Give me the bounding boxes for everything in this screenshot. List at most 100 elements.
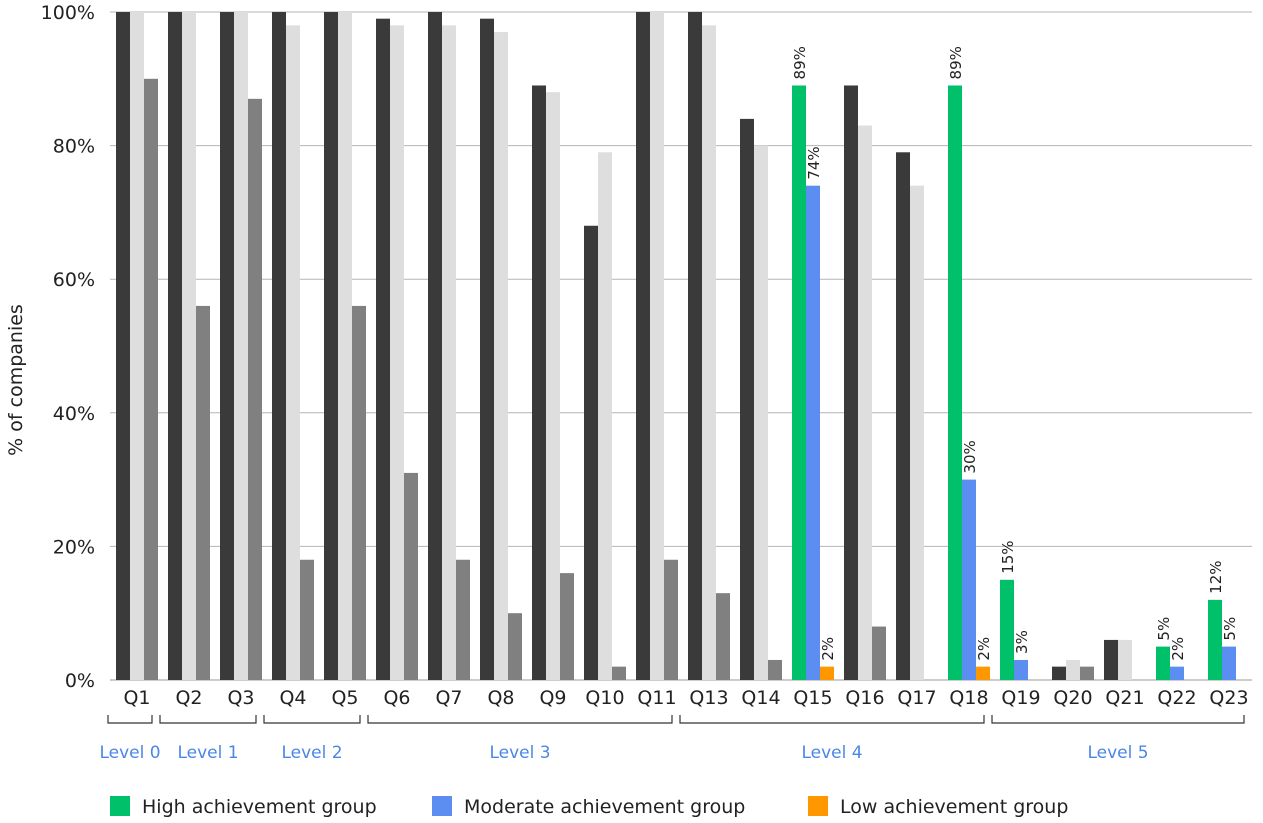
x-tick-label: Q9 [539,687,566,709]
bar-moderate-q22 [1170,666,1184,680]
legend-label-low: Low achievement group [840,796,1068,818]
level-bracket [159,715,257,724]
level-label: Level 3 [489,743,550,763]
data-label: 15% [999,540,1017,573]
bar-moderate-q19 [1014,659,1028,680]
bar-high-q1 [116,12,130,680]
level-label: Level 0 [99,743,160,763]
x-tick-label: Q2 [175,687,202,709]
bar-moderate-q18 [962,479,976,680]
bar-low-q13 [716,593,730,680]
legend-swatch-high [110,796,130,816]
bar-moderate-q15 [806,185,820,680]
bar-moderate-q10 [598,152,612,680]
bar-low-q1 [144,78,158,681]
bar-low-q9 [560,573,574,680]
x-tick-label: Q16 [845,687,884,709]
bar-moderate-q3 [234,12,248,680]
data-label: 30% [961,440,979,473]
x-tick-label: Q13 [689,687,728,709]
bar-moderate-q6 [390,25,404,681]
bar-moderate-q13 [702,25,716,681]
x-tick-label: Q14 [741,687,780,709]
x-tick-label: Q8 [487,687,514,709]
level-bracket [679,715,985,724]
bar-high-q18 [948,85,962,681]
y-tick-label: 20% [53,536,95,558]
bar-low-q8 [508,613,522,680]
bar-low-q16 [872,626,886,680]
bar-moderate-q7 [442,25,456,681]
bar-high-q15 [792,85,806,681]
data-label: 3% [1013,630,1031,654]
data-label: 5% [1155,617,1173,641]
level-bracket [107,715,153,724]
bars [116,12,1236,681]
bar-moderate-q8 [494,32,508,681]
value-labels: 89%74%2%89%30%2%15%3%5%2%12%5% [791,46,1239,661]
x-tick-label: Q15 [793,687,832,709]
data-label: 2% [819,637,837,661]
bar-high-q17 [896,152,910,680]
bar-high-q22 [1156,646,1170,680]
x-tick-label: Q17 [897,687,936,709]
x-tick-label: Q1 [123,687,150,709]
bar-moderate-q21 [1118,639,1132,680]
level-label: Level 5 [1087,743,1148,763]
legend-swatch-moderate [432,796,452,816]
bar-high-q11 [636,12,650,680]
bar-moderate-q1 [130,12,144,680]
x-tick-label: Q20 [1053,687,1092,709]
data-label: 2% [975,637,993,661]
bar-high-q9 [532,85,546,681]
bar-moderate-q17 [910,185,924,680]
bar-moderate-q11 [650,12,664,680]
bar-high-q5 [324,12,338,680]
bar-low-q4 [300,559,314,680]
bar-low-q14 [768,659,782,680]
level-label: Level 1 [177,743,238,763]
bar-high-q20 [1052,666,1066,680]
level-bracket [991,715,1245,724]
bar-high-q10 [584,225,598,680]
bar-low-q5 [352,305,366,680]
bar-low-q20 [1080,666,1094,680]
level-bracket [367,715,673,724]
bar-low-q11 [664,559,678,680]
data-label: 89% [947,46,965,79]
bar-high-q2 [168,12,182,680]
x-tick-label: Q11 [637,687,676,709]
data-label: 12% [1207,560,1225,593]
level-bracket [263,715,361,724]
x-tick-label: Q6 [383,687,410,709]
bar-high-q21 [1104,639,1118,680]
legend-swatch-low [808,796,828,816]
level-groups: Level 0 Level 1 Level 2 Level 3 Level 4 Level… [99,715,1245,763]
bar-moderate-q14 [754,145,768,681]
bar-high-q16 [844,85,858,681]
x-tick-label: Q5 [331,687,358,709]
y-tick-label: 40% [53,403,95,425]
legend-label-moderate: Moderate achievement group [464,796,745,818]
y-tick-label: 60% [53,269,95,291]
y-tick-label: 80% [53,136,95,158]
y-axis: % of companies 0% 20% 40% 60% 80% 100% [5,2,95,692]
bar-high-q23 [1208,599,1222,680]
data-label: 74% [805,146,823,179]
x-tick-label: Q23 [1209,687,1248,709]
bar-high-q14 [740,118,754,680]
x-tick-label: Q19 [1001,687,1040,709]
bar-low-q3 [248,98,262,681]
x-tick-label: Q4 [279,687,306,709]
bar-low-q6 [404,472,418,680]
data-label: 89% [791,46,809,79]
data-label: 5% [1221,617,1239,641]
y-axis-label: % of companies [5,304,27,456]
bar-high-q6 [376,18,390,681]
bar-low-q2 [196,305,210,680]
data-label: 2% [1169,637,1187,661]
y-tick-label: 0% [65,670,95,692]
bar-low-q7 [456,559,470,680]
legend-label-high: High achievement group [142,796,377,818]
x-tick-label: Q18 [949,687,988,709]
